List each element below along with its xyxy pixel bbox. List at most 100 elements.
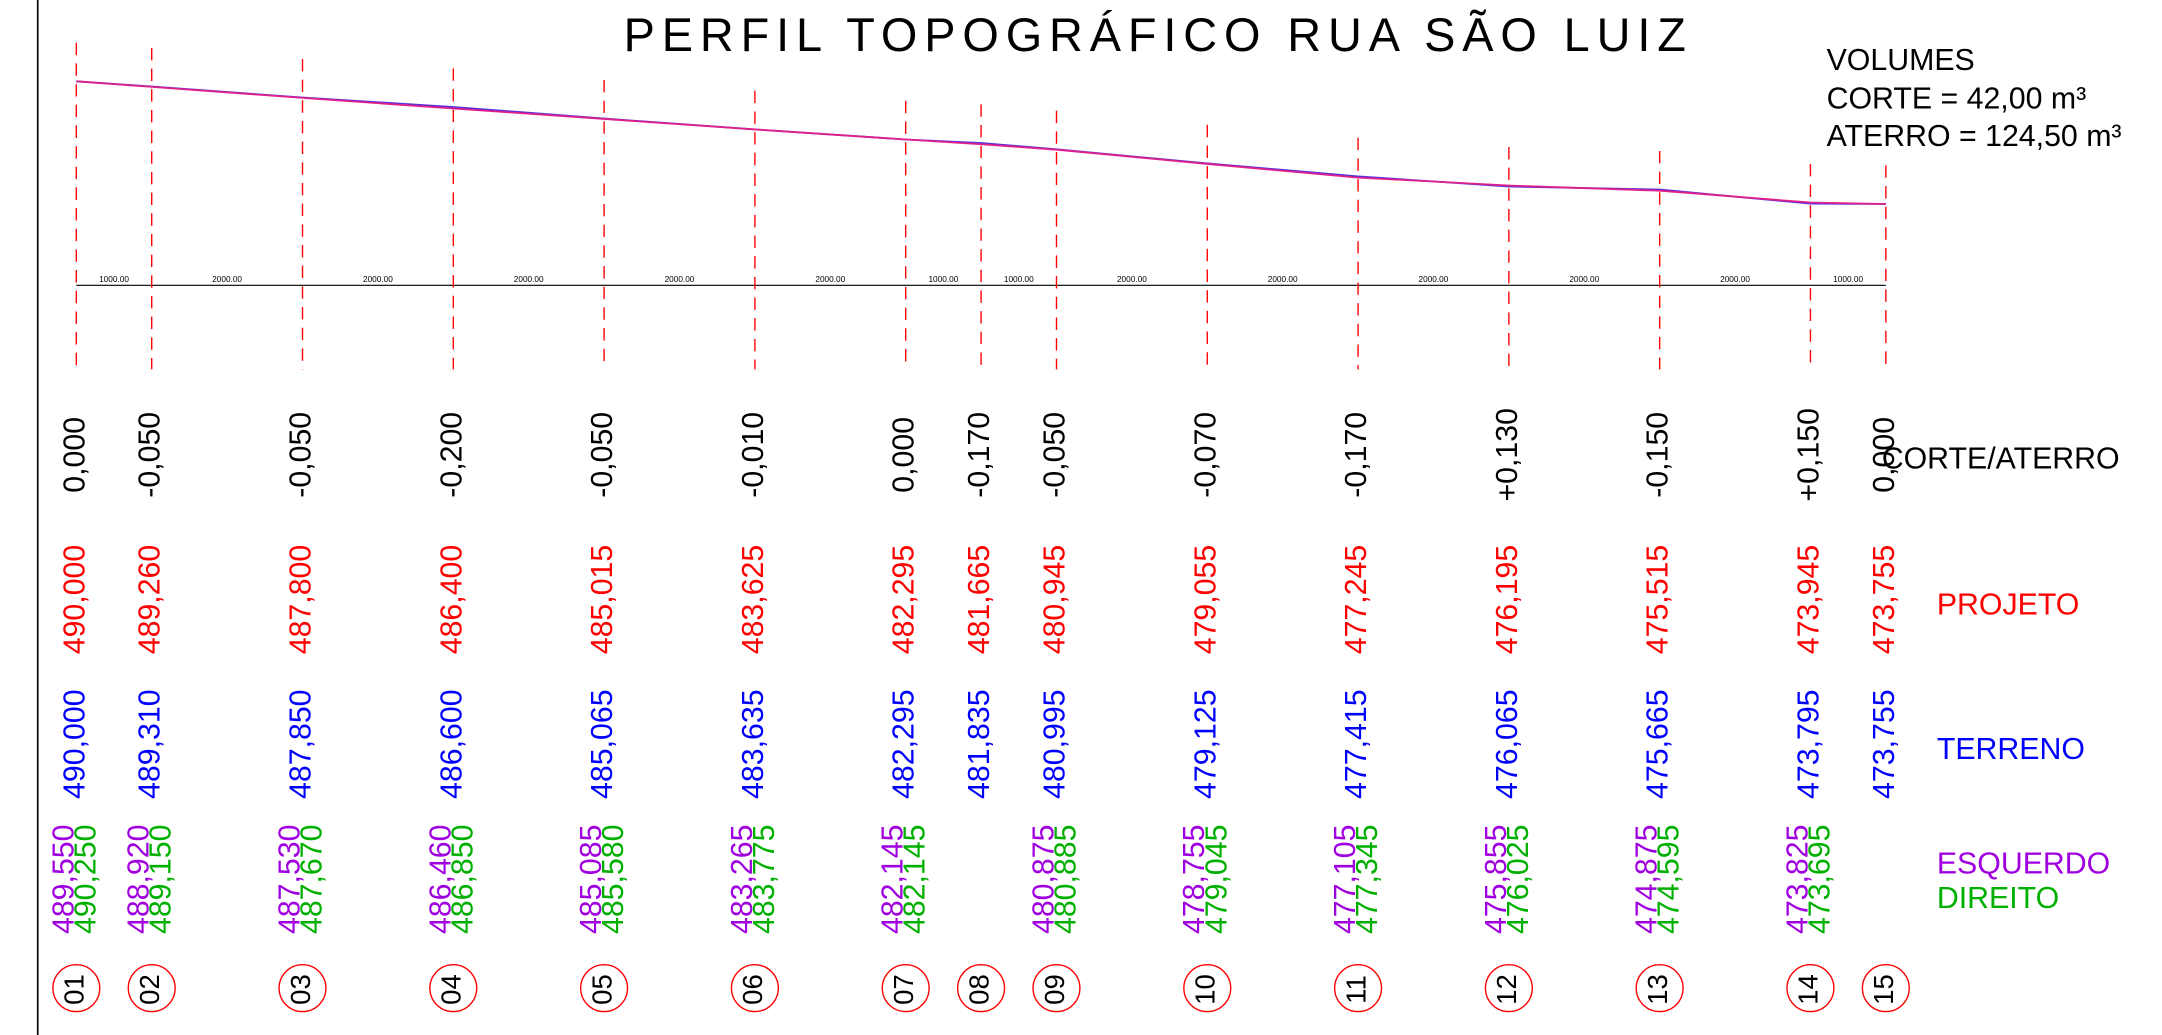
terreno: 476,065 bbox=[1491, 689, 1524, 799]
terreno: 483,635 bbox=[737, 689, 770, 799]
station-circle bbox=[881, 964, 930, 1013]
terreno: 487,850 bbox=[285, 689, 318, 799]
station-number: 12 bbox=[1491, 974, 1522, 1005]
esquerdo: 475,855 bbox=[1480, 825, 1513, 935]
station-number: 03 bbox=[285, 974, 316, 1005]
station-circle bbox=[1635, 964, 1684, 1013]
station-circle bbox=[730, 964, 780, 1013]
station-number: 02 bbox=[134, 974, 165, 1005]
distance-label: 2000.00 bbox=[1720, 275, 1750, 284]
corte-aterro: -0,070 bbox=[1189, 412, 1222, 498]
direito: 476,025 bbox=[1502, 825, 1535, 935]
esquerdo: 488,920 bbox=[123, 825, 156, 935]
esquerdo: 473,825 bbox=[1781, 825, 1814, 935]
corte-aterro: -0,050 bbox=[285, 412, 318, 498]
corte-aterro: 0,000 bbox=[58, 417, 91, 493]
esquerdo: 485,085 bbox=[575, 825, 608, 935]
station-number: 04 bbox=[436, 974, 467, 1005]
title: PERFIL TOPOGRÁFICO RUA SÃO LUIZ bbox=[624, 9, 1693, 61]
station-circle bbox=[278, 964, 327, 1013]
station-number: 01 bbox=[59, 974, 90, 1005]
distance-label: 2000.00 bbox=[1569, 275, 1599, 284]
direito: 489,150 bbox=[145, 825, 178, 935]
station-number: 08 bbox=[963, 974, 994, 1005]
station-circle bbox=[579, 964, 629, 1013]
esquerdo: 483,265 bbox=[726, 825, 759, 935]
projeto: 473,755 bbox=[1868, 545, 1901, 655]
projeto: 483,625 bbox=[737, 545, 770, 655]
direito: 480,885 bbox=[1050, 825, 1083, 935]
station-number: 10 bbox=[1190, 974, 1221, 1005]
terreno: 477,415 bbox=[1340, 689, 1373, 799]
corte-aterro: -0,050 bbox=[134, 412, 167, 498]
station-number: 09 bbox=[1039, 974, 1070, 1005]
direito: 490,250 bbox=[69, 825, 102, 935]
esquerdo: 482,145 bbox=[877, 825, 910, 935]
distance-label: 2000.00 bbox=[815, 275, 845, 284]
distance-label: 2000.00 bbox=[1268, 275, 1298, 284]
projeto: 482,295 bbox=[888, 545, 921, 655]
esquerdo: 489,550 bbox=[47, 825, 80, 935]
terreno: 481,835 bbox=[963, 689, 996, 799]
terreno: 475,665 bbox=[1642, 689, 1675, 799]
terreno: 486,600 bbox=[435, 689, 468, 799]
station-number: 13 bbox=[1642, 974, 1673, 1005]
station-number: 05 bbox=[586, 974, 617, 1005]
station-circle bbox=[1032, 964, 1081, 1013]
corte-aterro: -0,050 bbox=[586, 412, 619, 498]
distance-label: 1000.00 bbox=[1004, 275, 1034, 284]
station-circle bbox=[1183, 964, 1232, 1013]
distance-label: 2000.00 bbox=[665, 275, 695, 284]
direito: 486,850 bbox=[446, 825, 479, 935]
terreno: 479,125 bbox=[1189, 689, 1222, 799]
esquerdo: 480,875 bbox=[1027, 825, 1060, 935]
projeto: 486,400 bbox=[435, 545, 468, 655]
distance-label: 1000.00 bbox=[928, 275, 958, 284]
direito: 487,670 bbox=[296, 825, 329, 935]
esquerdo: 487,530 bbox=[273, 825, 306, 935]
row-label: TERRENO bbox=[1937, 733, 2085, 766]
projeto: 473,945 bbox=[1792, 545, 1825, 655]
direito: 482,145 bbox=[899, 825, 932, 935]
projeto: 480,945 bbox=[1038, 545, 1071, 655]
volume-corte: CORTE = 42,00 m³ bbox=[1827, 83, 2087, 116]
projeto: 489,260 bbox=[134, 545, 167, 655]
volume-aterro: ATERRO = 124,50 m³ bbox=[1827, 120, 2122, 153]
direito: 477,345 bbox=[1351, 825, 1384, 935]
station-number: 15 bbox=[1868, 974, 1899, 1005]
esquerdo: 477,105 bbox=[1329, 825, 1362, 935]
terreno: 489,310 bbox=[134, 689, 167, 799]
esquerdo: 474,875 bbox=[1631, 825, 1664, 935]
terreno: 473,755 bbox=[1868, 689, 1901, 799]
distance-label: 1000.00 bbox=[99, 275, 129, 284]
corte-aterro: 0,000 bbox=[888, 417, 921, 493]
terreno: 490,000 bbox=[58, 689, 91, 799]
projeto: 479,055 bbox=[1189, 545, 1222, 655]
corte-aterro: +0,130 bbox=[1491, 408, 1524, 502]
direito: 485,580 bbox=[597, 825, 630, 935]
station-circle bbox=[52, 964, 101, 1013]
station-number: 06 bbox=[737, 974, 768, 1005]
corte-aterro: -0,150 bbox=[1642, 412, 1675, 498]
corte-aterro: -0,170 bbox=[963, 412, 996, 498]
station-circle bbox=[956, 964, 1006, 1013]
distance-label: 2000.00 bbox=[363, 275, 393, 284]
direito: 479,045 bbox=[1200, 825, 1233, 935]
station-circle bbox=[1333, 964, 1383, 1013]
distance-label: 2000.00 bbox=[1117, 275, 1147, 284]
row-label: CORTE/ATERRO bbox=[1882, 442, 2120, 475]
station-number: 07 bbox=[888, 974, 919, 1005]
projeto: 477,245 bbox=[1340, 545, 1373, 655]
projeto: 476,195 bbox=[1491, 545, 1524, 655]
corte-aterro: 0,000 bbox=[1868, 417, 1901, 493]
volumes-heading: VOLUMES bbox=[1827, 44, 1975, 77]
row-label: PROJETO bbox=[1937, 588, 2080, 621]
station-number: 11 bbox=[1340, 975, 1371, 1004]
station-circle bbox=[429, 964, 478, 1013]
projeto: 487,800 bbox=[285, 545, 318, 655]
direito: 473,695 bbox=[1803, 825, 1836, 935]
distance-label: 2000.00 bbox=[514, 275, 544, 284]
direito: 483,775 bbox=[748, 825, 781, 935]
